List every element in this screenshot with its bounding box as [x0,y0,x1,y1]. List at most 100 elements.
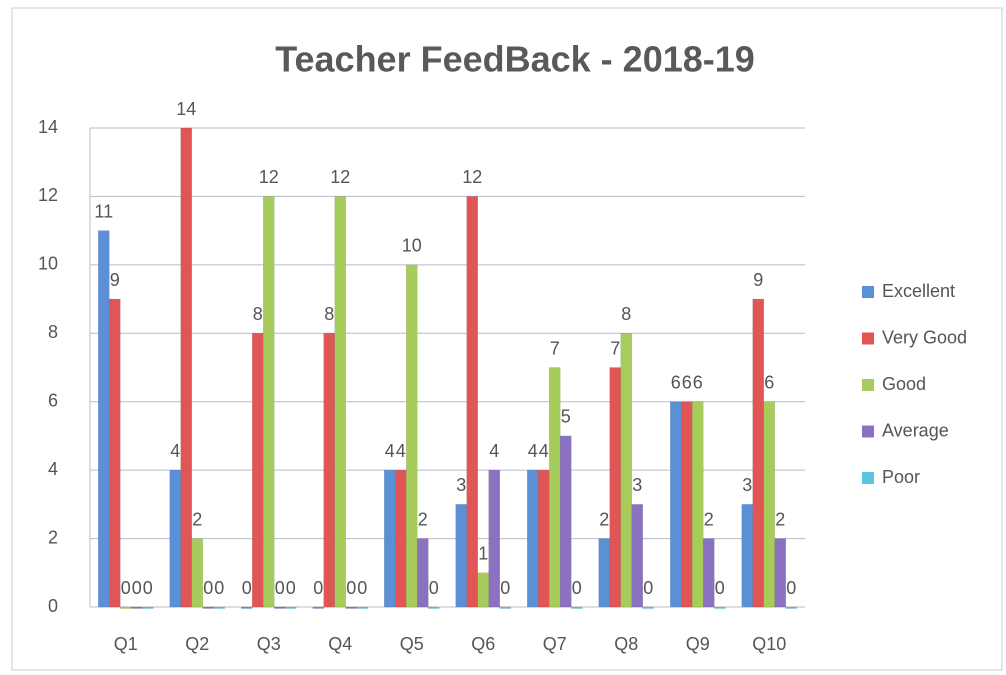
data-label: 8 [621,304,631,324]
data-label: 5 [561,407,571,427]
data-label: 0 [203,578,213,598]
bar [263,196,275,608]
bar [681,401,693,608]
bar [98,230,110,608]
chart-frame [11,7,1003,671]
data-label: 2 [192,509,202,529]
bar [109,298,121,608]
data-label: 4 [170,441,180,461]
y-tick-label: 0 [48,596,58,616]
data-label: 4 [489,441,499,461]
y-tick-label: 8 [48,322,58,342]
chart-title: Teacher FeedBack - 2018-19 [275,39,755,80]
bar [455,504,467,608]
legend-swatch [862,472,874,484]
data-label: 7 [550,338,560,358]
x-tick-label: Q8 [614,634,638,654]
data-label: 4 [528,441,538,461]
bar [406,264,418,608]
data-label: 2 [704,509,714,529]
x-tick-label: Q2 [185,634,209,654]
data-label: 0 [429,578,439,598]
data-label: 8 [324,304,334,324]
y-tick-label: 6 [48,390,58,410]
data-label: 4 [539,441,549,461]
bar [202,606,214,609]
data-label: 2 [599,509,609,529]
data-label: 6 [682,372,692,392]
bar [670,401,682,608]
bar [345,606,357,609]
data-label: 2 [418,509,428,529]
bar [428,606,440,609]
bar [774,538,786,608]
bar [384,469,396,608]
data-label: 2 [775,509,785,529]
bar [631,504,643,608]
legend-label: Very Good [882,327,967,347]
bar [191,538,203,608]
x-tick-label: Q7 [543,634,567,654]
bar [692,401,704,608]
legend-swatch [862,425,874,438]
bar [549,367,561,608]
data-label: 12 [462,167,482,187]
bar [620,333,632,608]
x-tick-label: Q10 [752,634,786,654]
data-label: 4 [385,441,395,461]
data-label: 11 [94,201,113,221]
bar [285,606,297,609]
data-label: 14 [176,99,196,119]
data-label: 0 [715,578,725,598]
data-label: 4 [396,441,406,461]
data-label: 0 [572,578,582,598]
bar [142,606,154,609]
data-label: 0 [275,578,285,598]
bar [571,606,583,609]
data-label: 0 [346,578,356,598]
data-label: 3 [742,475,752,495]
x-tick-label: Q5 [400,634,424,654]
data-label: 12 [330,167,350,187]
bar [499,606,511,609]
bar [642,606,654,609]
bar [241,606,253,609]
data-label: 10 [402,236,422,256]
x-tick-label: Q3 [257,634,281,654]
legend-label: Excellent [882,281,955,301]
data-label: 0 [313,578,323,598]
bar [323,333,335,608]
legend-swatch [862,286,874,298]
data-label: 0 [286,578,296,598]
bar [527,469,539,608]
bar [741,504,753,608]
y-tick-label: 14 [38,117,58,137]
data-label: 0 [500,578,510,598]
data-label: 8 [253,304,263,324]
bar [466,196,478,608]
x-tick-label: Q9 [686,634,710,654]
data-label: 0 [121,578,131,598]
bar [334,196,346,608]
bar [213,606,225,609]
bar [312,606,324,609]
bar [560,435,572,608]
bar [169,469,181,608]
x-tick-label: Q1 [114,634,138,654]
bar [703,538,715,608]
y-tick-label: 4 [48,459,58,479]
y-tick-label: 10 [38,254,58,274]
bar [120,606,132,609]
data-label: 0 [357,578,367,598]
bar [252,333,264,608]
data-label: 1 [478,544,488,564]
bar [131,606,143,609]
data-label: 0 [132,578,142,598]
data-label: 0 [242,578,252,598]
bar [180,127,192,608]
data-label: 12 [259,167,279,187]
bar [477,572,489,608]
data-label: 6 [671,372,681,392]
bar [395,469,407,608]
bar [274,606,286,609]
